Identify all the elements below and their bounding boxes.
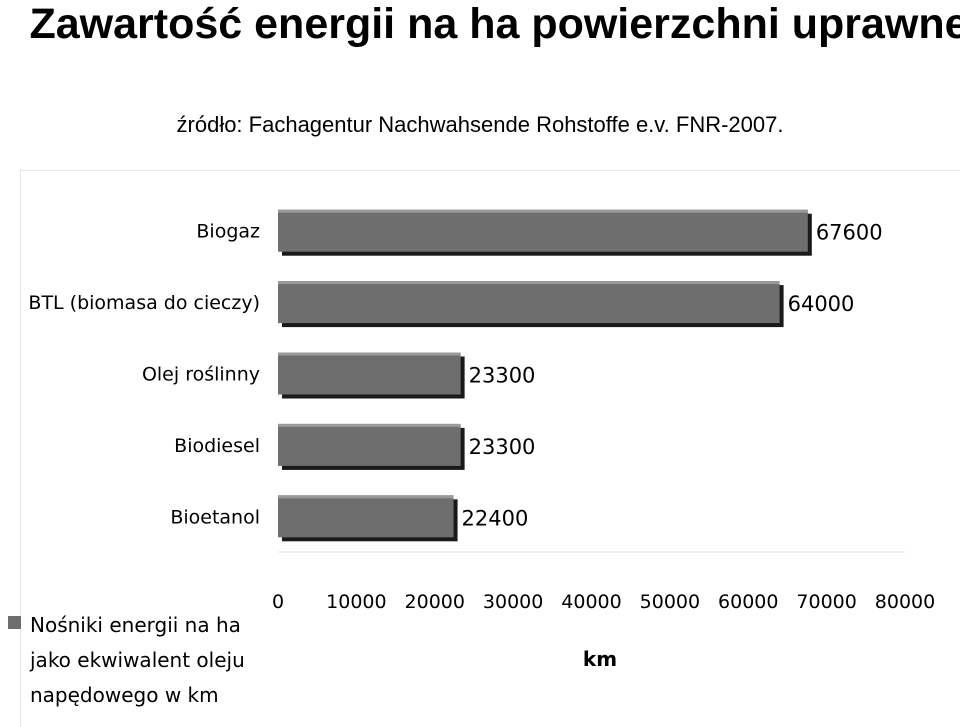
category-label: Bioetanol <box>170 506 260 528</box>
legend-swatch <box>8 616 21 629</box>
x-tick-label: 60000 <box>718 591 778 613</box>
bar-highlight <box>278 352 461 356</box>
data-label: 64000 <box>788 292 855 316</box>
bar <box>278 352 461 395</box>
data-label: 22400 <box>462 506 529 530</box>
category-label: Biodiesel <box>174 435 260 457</box>
bar <box>278 209 808 252</box>
x-tick-label: 10000 <box>326 591 386 613</box>
bar <box>278 495 454 538</box>
x-tick-label: 20000 <box>405 591 465 613</box>
data-label: 23300 <box>469 364 536 388</box>
legend: Nośniki energii na ha jako ekwiwalent ol… <box>8 608 288 713</box>
category-label: Olej roślinny <box>142 364 260 386</box>
category-label: BTL (biomasa do cieczy) <box>28 292 260 314</box>
category-label: Biogaz <box>196 221 260 243</box>
x-tick-label: 40000 <box>561 591 621 613</box>
bar-highlight <box>278 495 454 499</box>
x-tick-label: 50000 <box>640 591 700 613</box>
bar <box>278 281 780 324</box>
bar-highlight <box>278 281 780 285</box>
bar-highlight <box>278 423 461 427</box>
data-label: 67600 <box>816 221 883 245</box>
bar-highlight <box>278 209 808 213</box>
x-tick-label: 30000 <box>483 591 543 613</box>
chart-title: Zawartość energii na ha powierzchni upra… <box>29 0 960 48</box>
bar <box>278 423 461 466</box>
chart-source: źródło: Fachagentur Nachwahsende Rohstof… <box>176 112 784 137</box>
x-tick-label: 0 <box>272 591 284 613</box>
x-tick-label: 70000 <box>796 591 856 613</box>
legend-label: Nośniki energii na ha jako ekwiwalent ol… <box>30 613 245 707</box>
x-tick-label: 80000 <box>875 591 935 613</box>
x-axis-title: km <box>583 647 617 671</box>
data-label: 23300 <box>469 435 536 459</box>
chart-area <box>20 170 960 727</box>
